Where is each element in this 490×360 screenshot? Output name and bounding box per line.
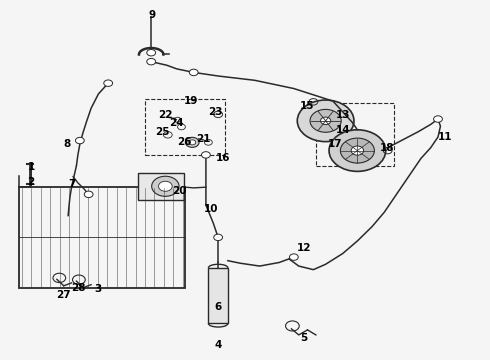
Circle shape [201,152,210,158]
Bar [316,103,394,166]
Circle shape [320,117,331,125]
Text: 4: 4 [215,340,222,350]
Text: 19: 19 [184,96,198,106]
Circle shape [290,254,298,260]
Text: 3: 3 [95,284,102,294]
Circle shape [189,140,196,145]
Text: 17: 17 [328,139,343,149]
Text: 8: 8 [63,139,70,149]
Text: 26: 26 [177,138,191,147]
Circle shape [189,69,198,76]
Circle shape [341,138,374,163]
Bar [208,268,228,323]
Text: 14: 14 [336,125,350,135]
Text: 7: 7 [68,179,75,189]
Circle shape [329,130,386,171]
Circle shape [84,191,93,198]
Text: 20: 20 [172,186,186,196]
Circle shape [310,109,341,132]
Text: 18: 18 [379,143,394,153]
Circle shape [75,137,84,144]
Circle shape [152,176,179,196]
Text: 27: 27 [56,290,71,300]
Circle shape [351,146,364,155]
Text: 15: 15 [300,102,315,112]
Circle shape [147,49,156,56]
Text: 12: 12 [296,243,311,253]
Bar [138,173,184,200]
Text: 16: 16 [216,153,230,163]
Circle shape [147,58,156,65]
Bar [19,187,185,288]
Circle shape [159,181,172,191]
Text: 6: 6 [215,302,222,312]
Text: 10: 10 [203,204,218,214]
Text: 21: 21 [196,134,211,144]
Text: 5: 5 [300,333,307,343]
Text: 22: 22 [159,111,173,121]
Circle shape [297,100,354,141]
Text: 23: 23 [208,107,223,117]
Text: 1: 1 [27,162,35,172]
Text: 13: 13 [336,111,350,121]
Circle shape [434,116,442,122]
Text: 24: 24 [169,118,184,128]
Text: 2: 2 [27,177,35,187]
Circle shape [185,137,199,147]
Text: 28: 28 [71,283,85,293]
Text: 25: 25 [155,127,169,136]
Circle shape [104,80,113,86]
Text: 9: 9 [148,10,156,20]
Bar [145,99,225,155]
Text: 11: 11 [438,132,453,142]
Circle shape [214,234,222,240]
